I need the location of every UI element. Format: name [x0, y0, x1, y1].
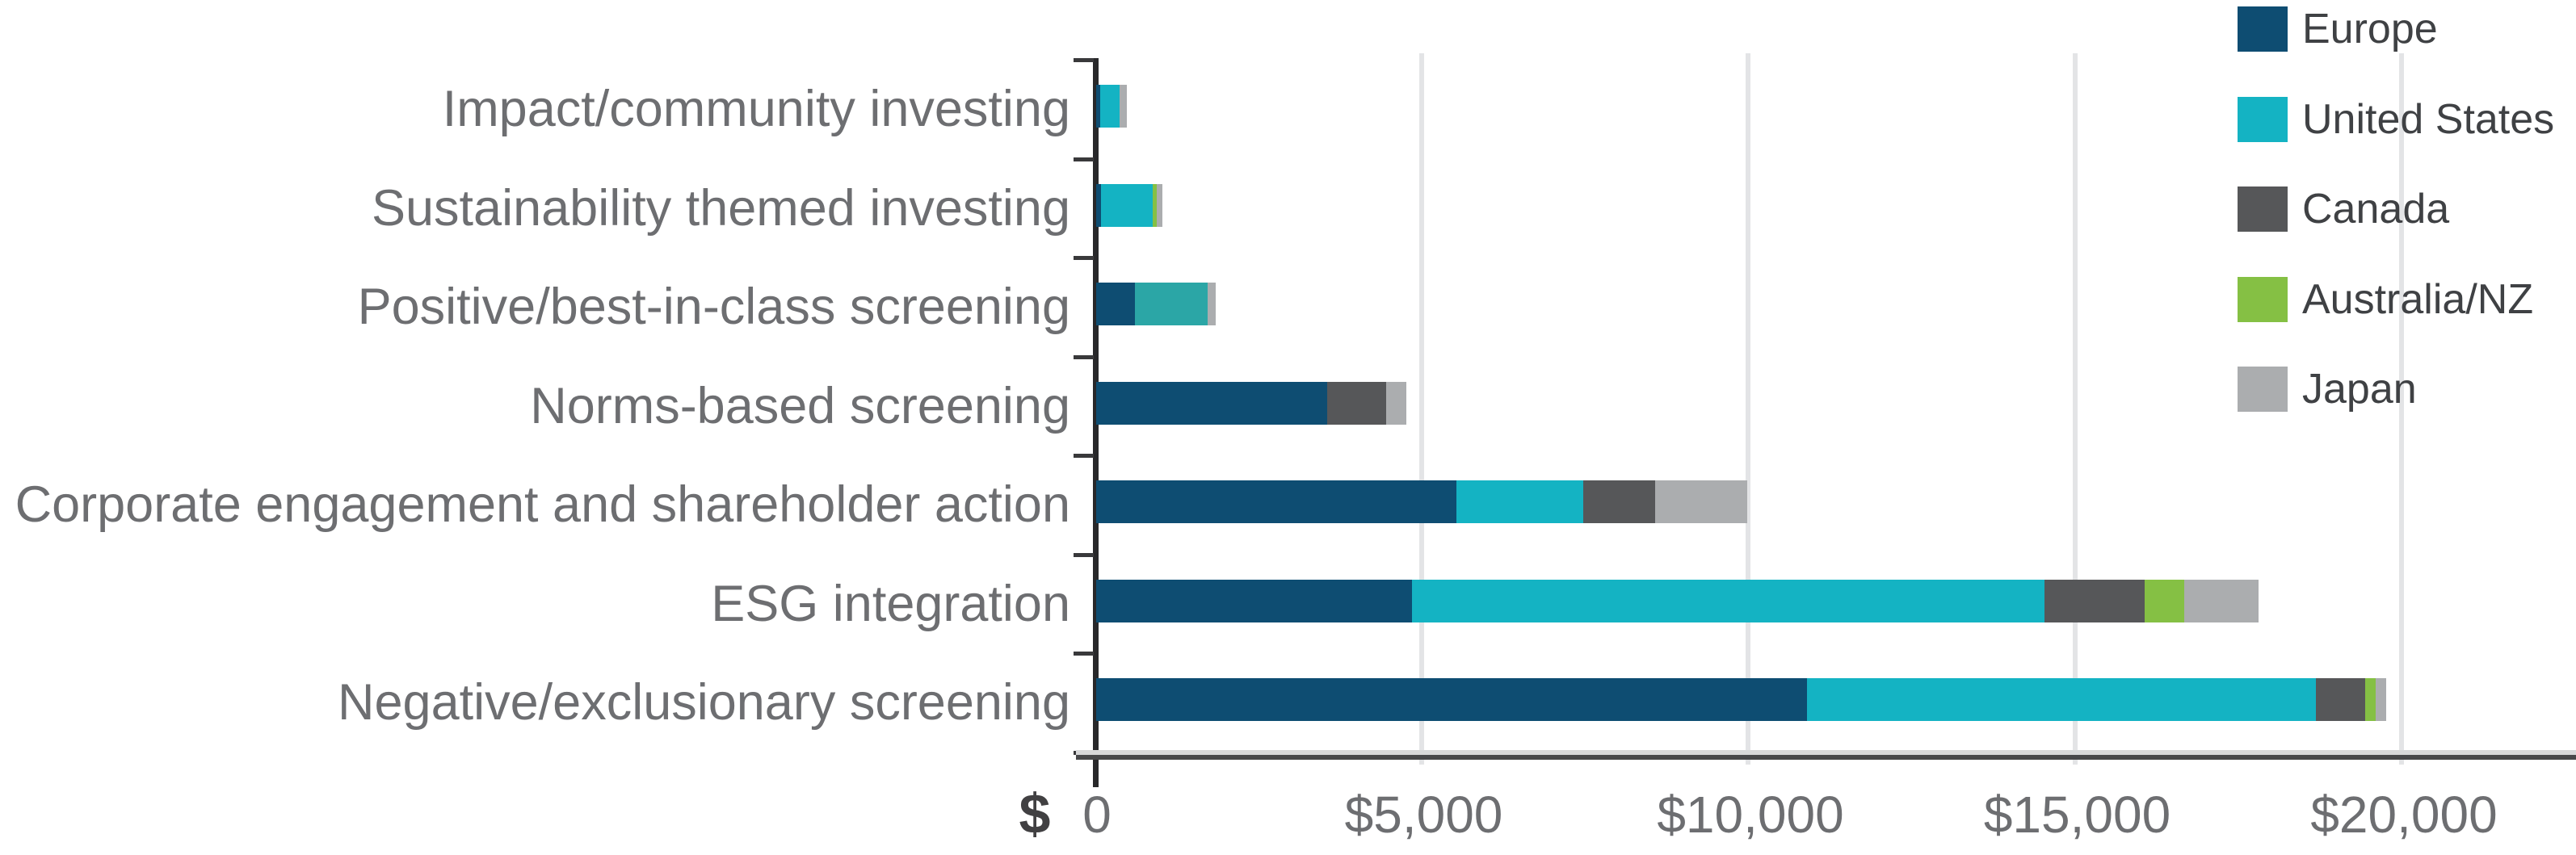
bar-segment-canada — [1326, 382, 1386, 425]
bar-segment-united-states — [1807, 678, 2316, 721]
legend-swatch-japan — [2238, 367, 2288, 412]
stacked-bar — [1096, 382, 1406, 425]
stacked-bar — [1096, 678, 2387, 721]
legend-label: Europe — [2302, 6, 2438, 52]
category-label: Negative/exclusionary screening — [338, 674, 1070, 731]
category-label: Positive/best-in-class screening — [357, 279, 1070, 335]
x-axis-tick-label: 0 — [1082, 786, 1112, 844]
gridline — [2072, 53, 2078, 765]
bar-segment-japan — [1655, 480, 1747, 523]
bar-segment-japan — [1156, 184, 1163, 227]
bar-segment-australia-nz — [2365, 678, 2376, 721]
legend-swatch-canada — [2238, 187, 2288, 232]
x-axis-tick-label: $15,000 — [1983, 786, 2171, 844]
legend-swatch-australia-nz — [2238, 277, 2288, 322]
bar-segment-united-states — [1456, 480, 1583, 523]
y-axis-tick — [1074, 454, 1094, 458]
bar-segment-united-states — [1100, 184, 1153, 227]
stacked-bar — [1096, 480, 1747, 523]
bar-segment-europe — [1096, 480, 1456, 523]
category-label: Corporate engagement and shareholder act… — [15, 476, 1070, 533]
gridline — [1746, 53, 1750, 765]
x-axis-tick-label: $20,000 — [2310, 786, 2498, 844]
y-axis-tick — [1074, 157, 1094, 161]
legend-item: Australia/NZ — [2238, 276, 2533, 323]
bar-segment-japan — [2183, 580, 2259, 622]
bar-segment-europe — [1096, 85, 1100, 128]
legend-item: Japan — [2238, 366, 2417, 413]
bar-segment-europe — [1096, 283, 1135, 325]
stacked-bar — [1096, 580, 2259, 622]
stacked-bar — [1096, 85, 1128, 128]
x-axis-dollar-prefix: $ — [1019, 782, 1051, 845]
y-axis-tick — [1074, 355, 1094, 359]
y-axis-tick — [1074, 58, 1094, 62]
stacked-bar — [1096, 283, 1217, 325]
legend-item: Europe — [2238, 6, 2438, 52]
bar-segment-united-states — [1099, 85, 1120, 128]
legend-label: Canada — [2302, 186, 2450, 233]
legend-swatch-europe — [2238, 6, 2288, 52]
bar-segment-united-states — [1134, 283, 1208, 325]
category-label: Norms-based screening — [530, 378, 1070, 434]
category-label: ESG integration — [711, 576, 1070, 632]
bar-segment-canada — [2315, 678, 2366, 721]
bar-segment-canada — [2044, 580, 2145, 622]
legend-label: United States — [2302, 96, 2555, 143]
legend-label: Australia/NZ — [2302, 276, 2534, 323]
bar-segment-canada — [1582, 480, 1656, 523]
bar-segment-japan — [1208, 283, 1217, 325]
bar-segment-japan — [1119, 85, 1128, 128]
legend-label: Japan — [2302, 366, 2417, 413]
legend-swatch-united-states — [2238, 97, 2288, 142]
x-axis-highlight-line — [1076, 750, 2576, 755]
y-axis-tick — [1074, 256, 1094, 260]
legend-item: United States — [2238, 96, 2554, 143]
legend-item: Canada — [2238, 186, 2449, 233]
bar-segment-australia-nz — [2144, 580, 2184, 622]
x-axis-line — [1076, 755, 2576, 760]
stacked-bar — [1096, 184, 1163, 227]
bar-segment-japan — [1385, 382, 1406, 425]
gridline — [2399, 53, 2404, 765]
y-axis-tick — [1074, 553, 1094, 557]
bar-segment-europe — [1096, 184, 1101, 227]
bar-segment-australia-nz — [1152, 184, 1157, 227]
y-axis-tick — [1074, 652, 1094, 656]
bar-segment-united-states — [1411, 580, 2044, 622]
gridline — [1418, 53, 1424, 765]
category-label: Impact/community investing — [442, 81, 1070, 137]
bar-segment-europe — [1096, 678, 1808, 721]
y-axis-line — [1093, 58, 1099, 787]
bar-segment-japan — [2376, 678, 2387, 721]
category-label: Sustainability themed investing — [372, 180, 1070, 237]
x-axis-tick-label: $5,000 — [1344, 786, 1503, 844]
bar-segment-europe — [1096, 382, 1327, 425]
bar-segment-europe — [1096, 580, 1412, 622]
x-axis-tick-label: $10,000 — [1657, 786, 1844, 844]
